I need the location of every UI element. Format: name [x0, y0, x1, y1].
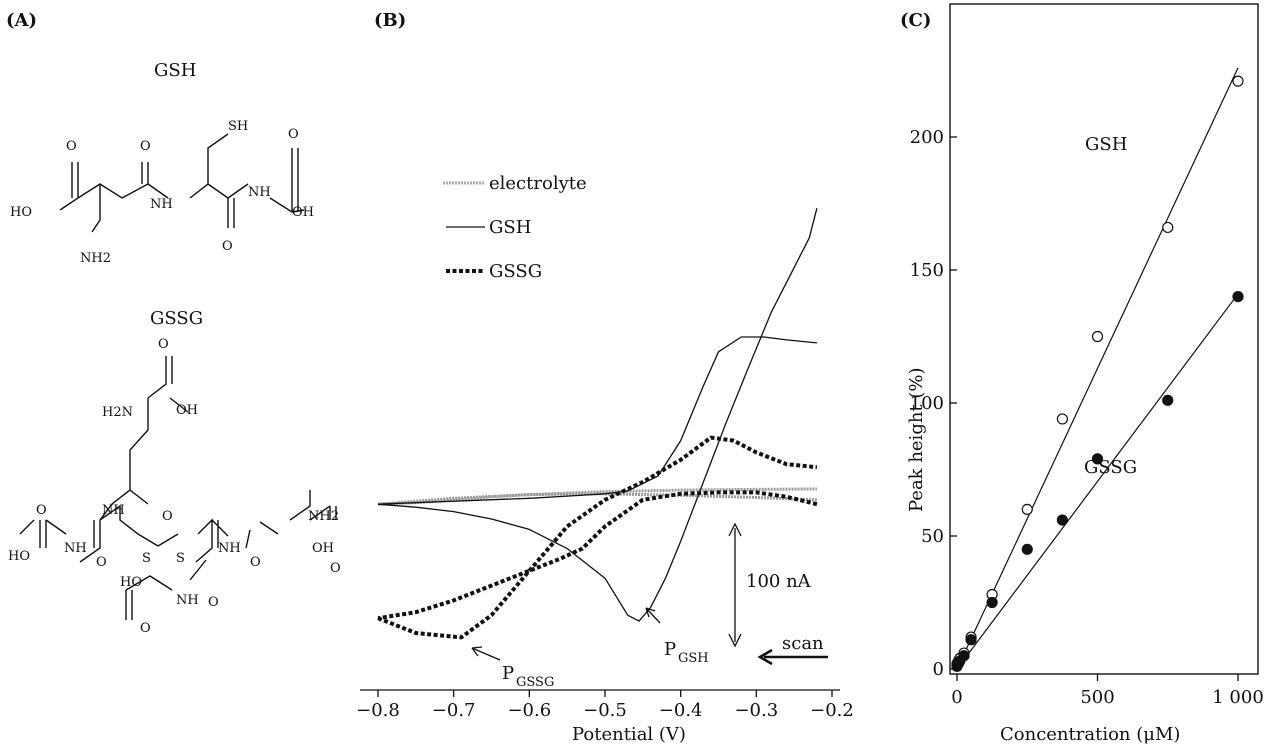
panel-b-label: (B) — [374, 10, 406, 31]
scale-bar-label: 100 nA — [746, 571, 812, 592]
atom-oh: OH — [292, 205, 314, 220]
peak-p-gsh-label: P — [664, 639, 676, 660]
atom-nh: NH — [150, 197, 173, 212]
panel-b-plot — [377, 208, 818, 640]
atom-ho: HO — [8, 549, 30, 564]
point-GSH — [1162, 221, 1174, 234]
legend-gsh: GSH — [489, 217, 531, 238]
atom-ho: HO — [120, 575, 142, 590]
x-tick-label: −0.6 — [507, 700, 551, 721]
series-GSSG — [377, 435, 818, 640]
atom-o: O — [208, 595, 219, 610]
legend-gssg: GSSG — [489, 261, 542, 282]
atom-nh: NH — [64, 541, 87, 556]
point-GSH — [1021, 503, 1033, 515]
atom-o: O — [222, 239, 233, 254]
legend-electrolyte: electrolyte — [489, 173, 587, 194]
atom-nh: NH — [218, 541, 241, 556]
gssg-structure-title: GSSG — [150, 308, 203, 329]
series-electrolyte-return — [377, 492, 817, 506]
point-GSSG — [965, 634, 977, 646]
panel-c-series-label-gsh: GSH — [1085, 134, 1127, 155]
panel-c-plot: 0 50 100 150 200 0 500 1 000 — [910, 67, 1264, 708]
point-GSH — [1232, 75, 1244, 87]
y-tick-label: 100 — [910, 393, 944, 414]
panel-c-x-axis-title: Concentration (μM) — [1000, 724, 1180, 745]
scale-bar — [728, 522, 742, 648]
x-tick-label: −0.4 — [659, 700, 703, 721]
panel-a-label: (A) — [6, 10, 37, 31]
point-GSSG — [1021, 543, 1033, 555]
atom-s: S — [176, 551, 185, 566]
x-tick-label: −0.8 — [356, 700, 400, 721]
scan-arrow — [757, 648, 828, 666]
x-tick-label: −0.3 — [734, 700, 778, 721]
atom-h2n: H2N — [102, 405, 133, 420]
peak-p-gsh-annotation: P GSH — [645, 607, 709, 666]
atom-o: O — [140, 139, 151, 154]
atom-s: S — [142, 551, 151, 566]
panel-b-x-axis-title: Potential (V) — [572, 724, 686, 745]
atom-nh: NH — [176, 593, 199, 608]
x-tick-label: −0.5 — [583, 700, 627, 721]
atom-o: O — [140, 621, 151, 636]
atom-nh2: NH2 — [80, 251, 111, 266]
point-GSSG — [1091, 453, 1104, 465]
panel-c-y-axis-title: Peak height (%) — [906, 367, 927, 512]
x-tick-label: 0 — [951, 687, 962, 708]
atom-o: O — [330, 561, 341, 576]
peak-p-gssg-label: P — [502, 663, 514, 684]
point-GSH — [1056, 413, 1068, 425]
atom-ho: HO — [10, 205, 32, 220]
panel-b-legend: electrolyte GSH GSSG — [443, 173, 587, 282]
atom-nh: NH — [102, 503, 125, 518]
x-tick-label: −0.7 — [432, 700, 476, 721]
x-tick-label: −0.2 — [810, 700, 854, 721]
atom-o: O — [162, 509, 173, 524]
gssg-structure — [19, 356, 337, 620]
x-tick-label: 1 000 — [1212, 687, 1264, 708]
peak-p-gsh-subscript: GSH — [678, 651, 709, 666]
fit-line-GSSG — [956, 293, 1239, 670]
panel-b-x-axis: −0.8 −0.7 −0.6 −0.5 −0.4 −0.3 −0.2 — [356, 689, 854, 721]
series-GSH — [377, 336, 817, 505]
scan-label: scan — [782, 633, 824, 654]
series-GSSG-return — [377, 490, 818, 621]
atom-oh: OH — [312, 541, 334, 556]
point-GSSG — [986, 596, 998, 609]
series-GSH-return — [377, 208, 818, 622]
panel-c-label: (C) — [900, 10, 931, 31]
point-GSSG — [1056, 514, 1068, 526]
point-GSH — [1091, 330, 1104, 343]
atom-o: O — [96, 555, 107, 570]
point-GSSG — [958, 650, 970, 662]
point-GSSG — [1162, 394, 1174, 406]
panel-c-frame — [949, 3, 1259, 675]
atom-o: O — [250, 555, 261, 570]
atom-oh: OH — [176, 403, 198, 418]
x-tick-label: 500 — [1080, 687, 1114, 708]
peak-p-gssg-annotation: P GSSG — [471, 646, 554, 690]
panel-c-series-label-gssg: GSSG — [1084, 457, 1137, 478]
fit-line-GSH — [956, 67, 1239, 670]
atom-sh: SH — [228, 119, 248, 134]
gsh-structure — [59, 133, 305, 233]
atom-o: O — [36, 503, 47, 518]
gsh-structure-title: GSH — [154, 60, 196, 81]
peak-p-gssg-subscript: GSSG — [516, 675, 554, 690]
atom-o: O — [288, 127, 299, 142]
atom-nh: NH — [248, 185, 271, 200]
atom-nh2: NH2 — [308, 509, 339, 524]
y-tick-label: 50 — [921, 526, 944, 547]
atom-o: O — [158, 337, 169, 352]
y-tick-label: 200 — [910, 127, 944, 148]
point-GSSG — [1232, 291, 1244, 303]
y-tick-label: 150 — [910, 260, 944, 281]
y-tick-label: 0 — [933, 659, 944, 680]
atom-o: O — [66, 139, 77, 154]
